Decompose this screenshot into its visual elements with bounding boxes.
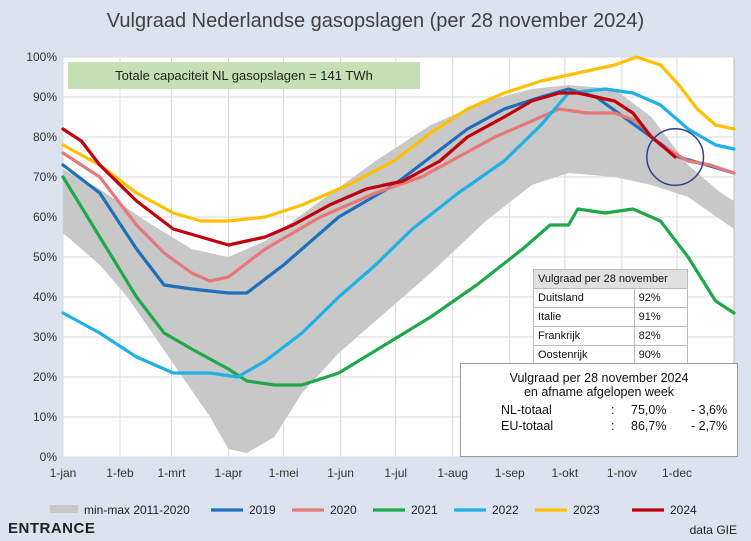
y-tick-label: 20% <box>33 370 57 384</box>
legend-label: 2023 <box>573 503 600 517</box>
country-name: Italie <box>533 307 635 327</box>
table-row: Oostenrijk 90% <box>533 345 689 365</box>
country-value: 82% <box>633 326 689 346</box>
country-table-header: Vulgraad per 28 november <box>533 269 688 289</box>
capacity-note: Totale capaciteit NL gasopslagen = 141 T… <box>68 62 420 89</box>
legend-swatch-band <box>50 505 78 513</box>
summary-change: - 3,6% <box>691 403 728 417</box>
y-tick-label: 70% <box>33 170 57 184</box>
y-tick-label: 80% <box>33 130 57 144</box>
summary-label: NL-totaal <box>501 403 552 417</box>
x-tick-label: 1-mrt <box>157 466 186 480</box>
y-tick-label: 30% <box>33 330 57 344</box>
series-line-2023 <box>61 55 736 223</box>
summary-change: - 2,7% <box>691 419 728 433</box>
summary-sep: : <box>611 403 615 417</box>
legend-label: 2019 <box>249 503 276 517</box>
summary-line1: Vulgraad per 28 november 2024 <box>509 371 689 385</box>
legend-label: 2021 <box>411 503 438 517</box>
source-label: data GIE <box>689 523 737 537</box>
highlight-circle <box>646 127 705 187</box>
y-tick-label: 50% <box>33 250 57 264</box>
summary-value: 75,0% <box>631 403 667 417</box>
country-name: Duitsland <box>533 288 635 308</box>
legend-label: 2022 <box>492 503 519 517</box>
summary-row: NL-totaal : 75,0% - 3,6% <box>461 403 737 417</box>
band-min-max <box>63 85 734 453</box>
series-line-2021 <box>61 175 736 387</box>
x-tick-label: 1-nov <box>607 466 637 480</box>
x-tick-label: 1-feb <box>106 466 134 480</box>
summary-sep: : <box>611 419 615 433</box>
y-tick-label: 40% <box>33 290 57 304</box>
x-tick-label: 1-okt <box>552 466 579 480</box>
country-value: 91% <box>633 307 689 327</box>
table-row: Italie 91% <box>533 307 689 327</box>
series-line-2024 <box>61 91 677 247</box>
x-tick-label: 1-jun <box>327 466 354 480</box>
legend-label: min-max 2011-2020 <box>84 503 190 517</box>
x-tick-label: 1-dec <box>662 466 692 480</box>
country-value: 92% <box>633 288 689 308</box>
country-fill-table: Vulgraad per 28 november Duitsland 92% It… <box>533 269 689 365</box>
x-tick-label: 1-apr <box>214 466 242 480</box>
series-line-2022 <box>61 87 736 379</box>
y-tick-label: 60% <box>33 210 57 224</box>
y-tick-label: 0% <box>40 450 58 464</box>
x-tick-label: 1-sep <box>495 466 525 480</box>
series-line-2019 <box>61 87 736 295</box>
x-tick-label: 1-jan <box>50 466 77 480</box>
x-tick-label: 1-jul <box>384 466 407 480</box>
country-value: 90% <box>633 345 689 365</box>
summary-line2: en afname afgelopen week <box>523 385 675 399</box>
chart-title: Vulgraad Nederlandse gasopslagen (per 28… <box>106 10 645 32</box>
table-row: Duitsland 92% <box>533 288 689 308</box>
summary-label: EU-totaal <box>501 419 554 433</box>
country-name: Oostenrijk <box>533 345 635 365</box>
legend-label: 2024 <box>670 503 697 517</box>
x-tick-label: 1-mei <box>269 466 299 480</box>
y-tick-label: 100% <box>26 50 57 64</box>
y-tick-label: 10% <box>33 410 57 424</box>
legend-label: 2020 <box>330 503 357 517</box>
table-row: Frankrijk 82% <box>533 326 689 346</box>
entrance-logo: ENTRANCE <box>8 520 96 537</box>
summary-value: 86,7% <box>631 419 667 433</box>
y-tick-label: 90% <box>33 90 57 104</box>
country-name: Frankrijk <box>533 326 635 346</box>
x-tick-label: 1-aug <box>437 466 468 480</box>
summary-box: Vulgraad per 28 november 2024 en afname … <box>460 363 738 457</box>
summary-row: EU-totaal : 86,7% - 2,7% <box>461 419 737 433</box>
